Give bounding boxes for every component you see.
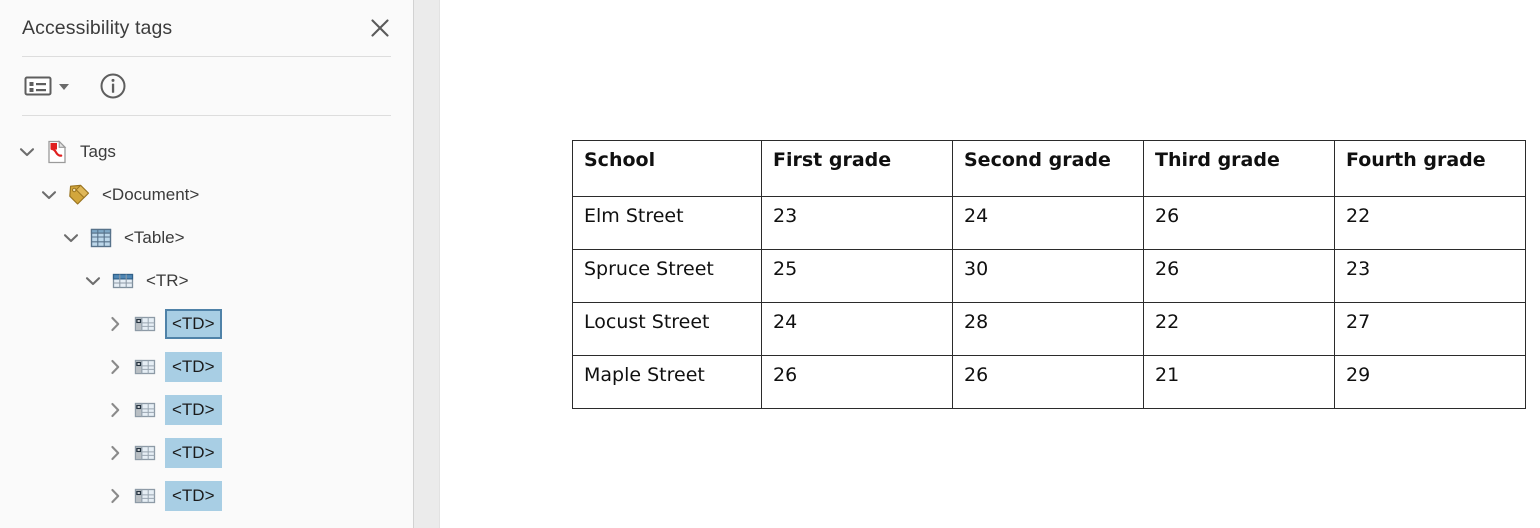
- tree-node-document-1[interactable]: <Document>: [0, 173, 413, 216]
- tree-node-label: <Document>: [102, 185, 200, 204]
- chevron-down-icon[interactable]: [36, 182, 62, 208]
- tree-node-label: <TD>: [165, 351, 222, 382]
- tree-node-label: <TD>: [165, 480, 222, 511]
- chevron-right-icon[interactable]: [102, 440, 128, 466]
- table-cell: 22: [1143, 302, 1335, 356]
- chevron-right-icon[interactable]: [102, 483, 128, 509]
- tree-node-tr-3[interactable]: <TR>: [0, 259, 413, 302]
- table-cell: 26: [1143, 249, 1335, 303]
- tree-node-label: <TD>: [165, 437, 222, 468]
- tree-node-label: <TD>: [165, 308, 222, 339]
- tree-node-td-5[interactable]: <TD>: [0, 345, 413, 388]
- table-cell-icon: [133, 441, 157, 465]
- table-cell-icon: [133, 398, 157, 422]
- table-header-row: School First grade Second grade Third grade…: [572, 140, 1526, 197]
- chevron-down-icon[interactable]: [80, 268, 106, 294]
- table-cell: 27: [1334, 302, 1526, 356]
- panel-resize-gutter[interactable]: [413, 0, 440, 528]
- table-row: Locust Street 24 28 22 27: [572, 302, 1526, 356]
- tree-node-label: Tags: [80, 142, 116, 161]
- table-icon: [89, 226, 113, 250]
- table-row: Spruce Street 25 30 26 23: [572, 249, 1526, 303]
- table-cell: 22: [1334, 196, 1526, 250]
- tree-node-td-6[interactable]: <TD>: [0, 388, 413, 431]
- panel-header: Accessibility tags: [22, 0, 391, 56]
- table-column-header: School: [572, 140, 762, 197]
- document-view: School First grade Second grade Third grade…: [441, 0, 1540, 528]
- close-icon: [369, 17, 391, 39]
- table-cell-icon: [133, 312, 157, 336]
- tree-node-td-8[interactable]: <TD>: [0, 474, 413, 517]
- table-cell: 26: [952, 355, 1144, 409]
- table-row-header-cell: Locust Street: [572, 302, 762, 356]
- tree-node-label: <Table>: [124, 228, 185, 247]
- document-table: School First grade Second grade Third grade…: [572, 140, 1526, 409]
- table-header: School First grade Second grade Third grade…: [572, 140, 1526, 197]
- table-cell: 24: [761, 302, 953, 356]
- table-column-header: Fourth grade: [1334, 140, 1526, 197]
- table-cell: 25: [761, 249, 953, 303]
- page-title: Accessibility tags: [22, 16, 173, 39]
- pdf-file-icon: [45, 139, 69, 164]
- chevron-down-icon[interactable]: [58, 225, 84, 251]
- table-cell: 23: [1334, 249, 1526, 303]
- tag-icon: [67, 183, 91, 207]
- table-cell: 23: [761, 196, 953, 250]
- table-column-header: Third grade: [1143, 140, 1335, 197]
- table-row: Elm Street 23 24 26 22: [572, 196, 1526, 250]
- table-cell: 28: [952, 302, 1144, 356]
- table-row-header-cell: Spruce Street: [572, 249, 762, 303]
- header-divider: [22, 56, 391, 57]
- chevron-right-icon[interactable]: [102, 397, 128, 423]
- info-circle-icon: [99, 72, 127, 100]
- tags-tree: Tags <Document> <Table> <TR> <TD> <TD> <TD> <TD…: [0, 116, 413, 517]
- tree-node-label: <TR>: [146, 271, 189, 290]
- table-row-header-cell: Maple Street: [572, 355, 762, 409]
- table-column-header: First grade: [761, 140, 953, 197]
- chevron-down-icon[interactable]: [14, 139, 40, 165]
- table-cell: 26: [1143, 196, 1335, 250]
- table-row-header-cell: Elm Street: [572, 196, 762, 250]
- tree-node-label: <TD>: [165, 394, 222, 425]
- info-button[interactable]: [97, 69, 129, 103]
- table-cell-icon: [133, 355, 157, 379]
- table-cell: 29: [1334, 355, 1526, 409]
- table-row: Maple Street 26 26 21 29: [572, 355, 1526, 409]
- tree-node-td-7[interactable]: <TD>: [0, 431, 413, 474]
- tree-node-tags-0[interactable]: Tags: [0, 130, 413, 173]
- table-row-icon: [111, 269, 135, 293]
- chevron-down-icon: [59, 84, 69, 90]
- close-button[interactable]: [365, 13, 395, 43]
- tree-node-table-2[interactable]: <Table>: [0, 216, 413, 259]
- panel-toolbar: [22, 57, 391, 115]
- options-list-icon: [24, 74, 52, 98]
- options-button[interactable]: [22, 71, 71, 101]
- accessibility-tags-panel: Accessibility tags: [0, 0, 413, 528]
- tree-node-td-4[interactable]: <TD>: [0, 302, 413, 345]
- toolbar-divider: [22, 115, 391, 116]
- table-cell: 24: [952, 196, 1144, 250]
- table-cell-icon: [133, 484, 157, 508]
- table-body: Elm Street 23 24 26 22 Spruce Street 25 30 26 23 L…: [572, 196, 1526, 409]
- table-cell: 21: [1143, 355, 1335, 409]
- table-column-header: Second grade: [952, 140, 1144, 197]
- table-cell: 30: [952, 249, 1144, 303]
- chevron-right-icon[interactable]: [102, 311, 128, 337]
- chevron-right-icon[interactable]: [102, 354, 128, 380]
- table-cell: 26: [761, 355, 953, 409]
